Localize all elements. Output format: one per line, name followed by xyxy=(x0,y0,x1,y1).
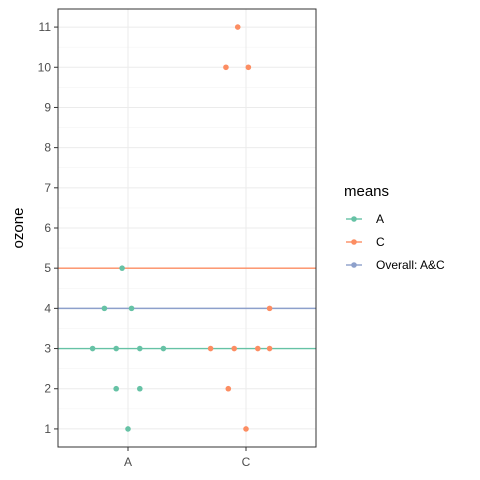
legend: means AC Overall: A&C xyxy=(344,183,445,272)
data-point xyxy=(225,385,232,392)
x-tick-label: A xyxy=(124,455,132,469)
data-point xyxy=(137,385,143,392)
legend-title: means xyxy=(344,183,389,200)
legend-key-point xyxy=(351,262,357,268)
data-points xyxy=(89,24,273,432)
mean-lines xyxy=(58,267,316,350)
data-point xyxy=(243,426,249,432)
data-point xyxy=(160,345,167,352)
y-tick-label: 4 xyxy=(44,301,51,315)
data-point xyxy=(137,345,143,352)
y-tick-label: 11 xyxy=(39,20,52,34)
y-tick-label: 10 xyxy=(38,60,52,74)
y-tick-label: 7 xyxy=(44,181,51,195)
legend-label: A xyxy=(376,212,384,226)
data-point xyxy=(254,345,261,352)
data-point xyxy=(234,24,241,30)
y-tick-label: 9 xyxy=(44,100,51,114)
data-point xyxy=(89,345,96,352)
data-point xyxy=(113,385,119,392)
data-point xyxy=(125,426,131,432)
y-tick-label: 5 xyxy=(44,261,51,275)
legend-key-point xyxy=(351,216,357,222)
y-tick-label: 6 xyxy=(44,221,51,235)
legend-key-point xyxy=(351,239,357,245)
data-point xyxy=(266,345,273,352)
y-axis-title: ozone xyxy=(10,208,27,249)
data-point xyxy=(231,345,237,352)
y-tick-label: 2 xyxy=(44,382,51,396)
legend-label: C xyxy=(376,235,385,249)
data-point xyxy=(113,345,119,352)
data-point xyxy=(119,265,125,271)
y-tick-label: 1 xyxy=(44,422,51,436)
data-point xyxy=(207,345,214,352)
data-point xyxy=(223,64,229,71)
data-point xyxy=(101,305,108,312)
y-tick-label: 3 xyxy=(44,342,51,356)
data-point xyxy=(245,64,252,71)
data-point xyxy=(128,305,135,312)
data-point xyxy=(266,305,273,312)
legend-label: Overall: A&C xyxy=(376,258,445,272)
x-tick-label: C xyxy=(242,455,251,469)
y-tick-label: 8 xyxy=(44,141,51,155)
y-axis: 1 2 3 4 5 6 7 8 9 10 11 xyxy=(38,20,58,436)
